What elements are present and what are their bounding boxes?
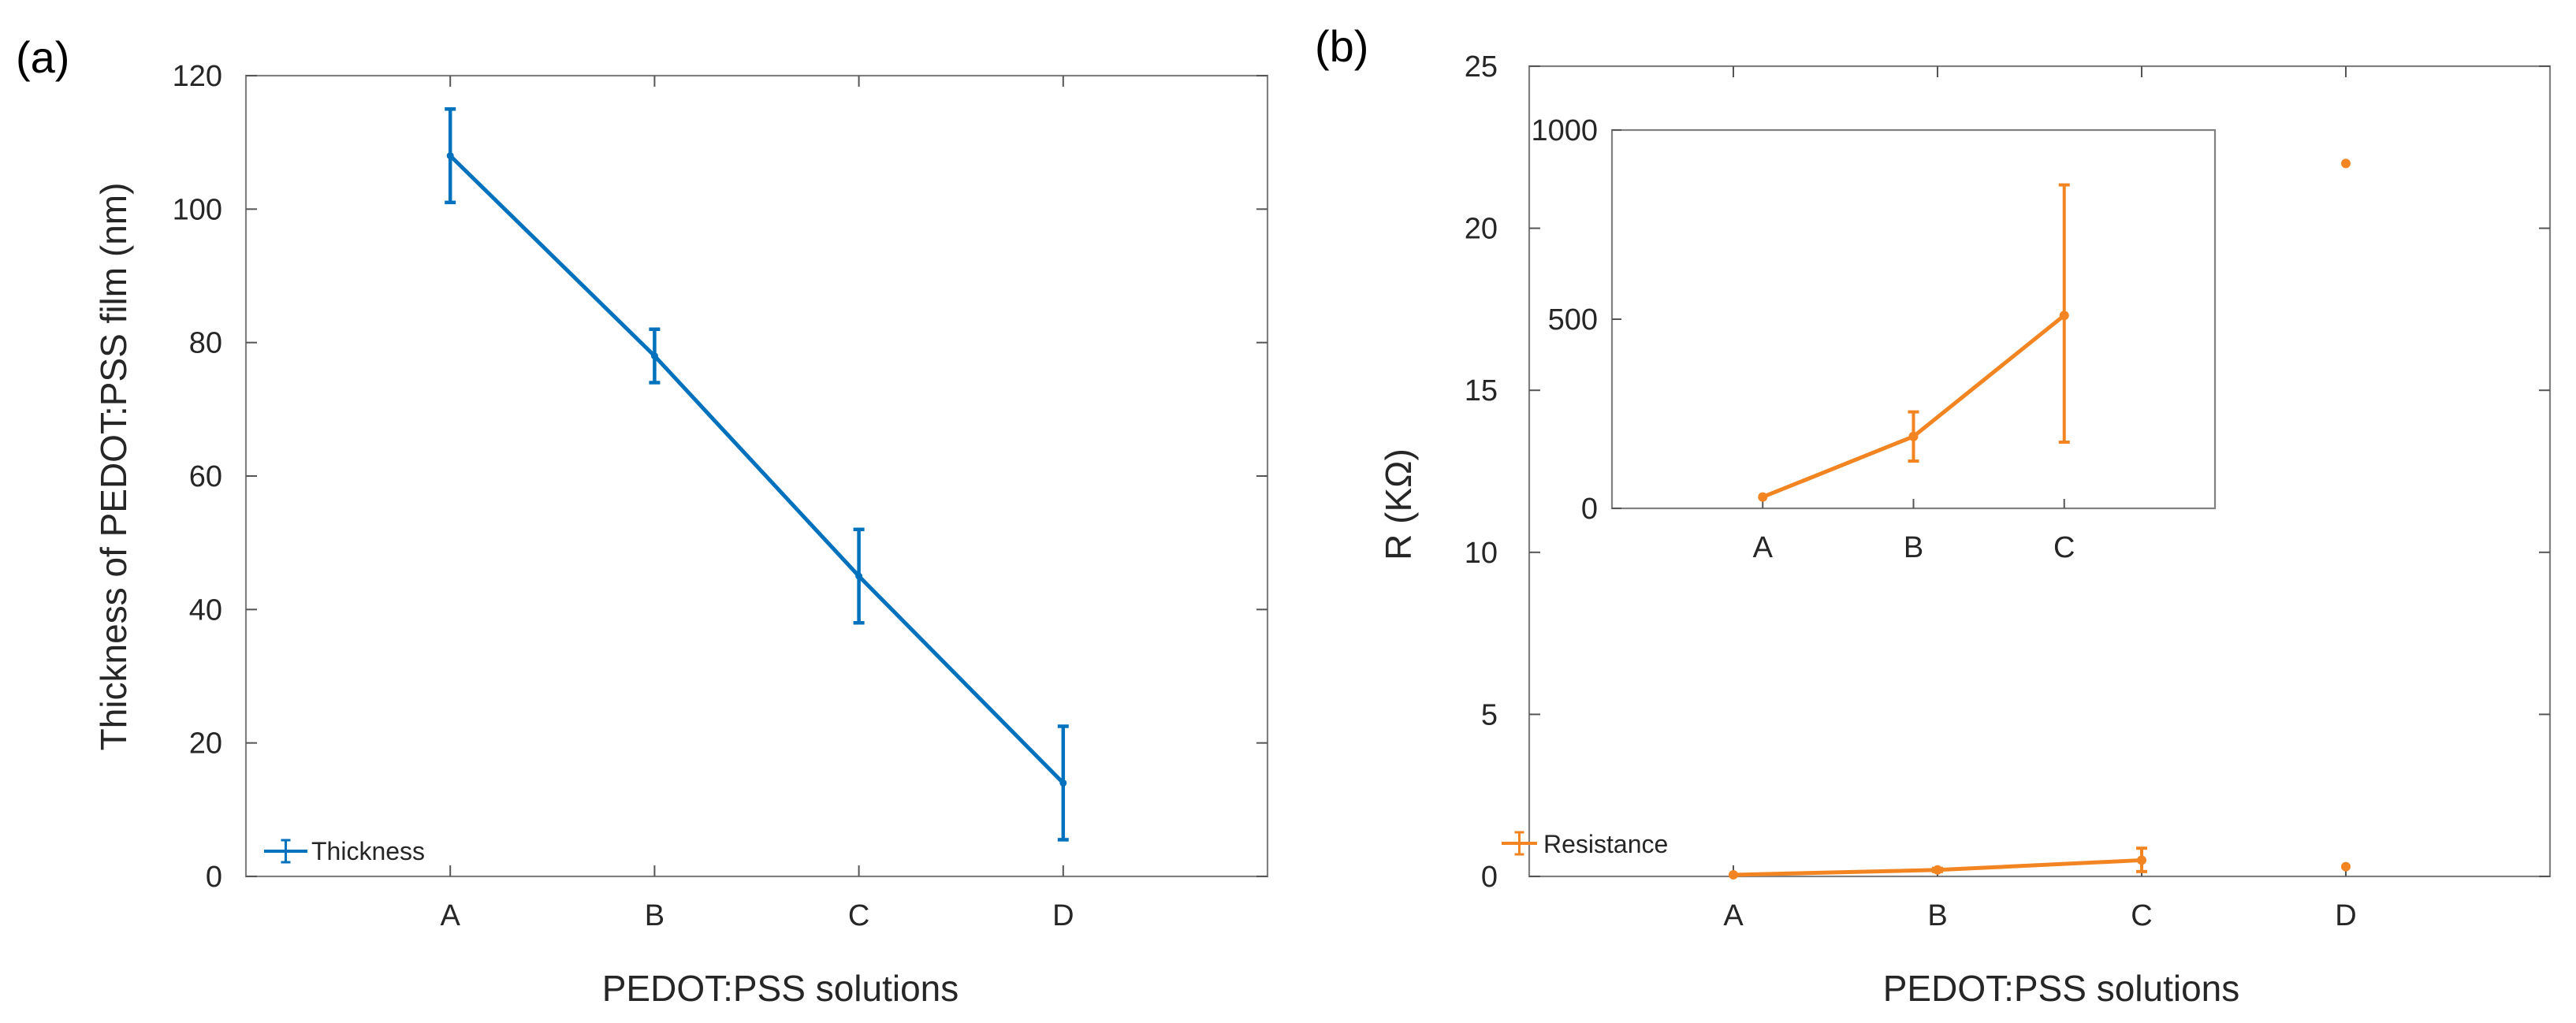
panel-b-y-tick-label: 20 [1465, 213, 1498, 246]
panel-a-label: (a) [16, 32, 69, 82]
panel-b-y-axis-title: R (KΩ) [1378, 448, 1419, 560]
inset-data-point [1758, 492, 1768, 502]
panel-b-x-tick-label: A [1723, 899, 1744, 932]
panel-b-y-tick-label: 25 [1465, 50, 1498, 84]
panel-a-axis-frame [244, 74, 1269, 878]
inset-data-point [2059, 311, 2069, 321]
panel-b-y-tick-label: 5 [1481, 698, 1498, 731]
panel-a-thickness-chart: (a) 0 20 40 60 80 100 120 A B C D PEDOT:PSS soluti… [16, 32, 1269, 1009]
panel-b-label: (b) [1315, 21, 1368, 71]
panel-b-data-point [2341, 158, 2351, 169]
panel-b-y-tick-label: 10 [1465, 537, 1498, 570]
panel-b-y-tick-label: 15 [1465, 374, 1498, 407]
panel-a-x-tick-label: A [441, 899, 461, 932]
panel-b-x-tick-label: B [1927, 899, 1947, 932]
inset-y-tick-label: 500 [1548, 303, 1598, 337]
panel-a-legend-symbol [264, 839, 307, 864]
panel-a-x-tick-label: B [645, 899, 664, 932]
panel-b-data-point [2137, 855, 2146, 865]
panel-b-y-tick-label: 0 [1481, 861, 1498, 894]
panel-a-x-axis-title: PEDOT:PSS solutions [602, 968, 959, 1009]
inset-x-tick-label: B [1904, 531, 1923, 564]
panel-b-resistance-chart: (b) 0 5 10 15 20 25 A B C D PEDOT:PSS solutions R… [1315, 21, 2552, 1009]
panel-a-plot-area: 0 20 40 60 80 100 120 A B C D [173, 60, 1269, 932]
panel-b-inset-chart: 0 500 1000 A B C [1531, 114, 2217, 564]
inset-x-tick-label: C [2053, 531, 2075, 564]
panel-b-x-tick-label: C [2131, 899, 2152, 932]
panel-b-legend-label: Resistance [1543, 830, 1668, 858]
panel-a-data-point [650, 352, 658, 360]
panel-b-legend: Resistance [1502, 830, 1668, 858]
panel-b-legend-symbol [1502, 831, 1537, 856]
panel-a-y-tick-label: 40 [189, 593, 222, 627]
panel-a-series-line [449, 154, 1065, 785]
panel-b-x-tick-label: D [2335, 899, 2356, 932]
panel-b-axis-frame [1528, 65, 2552, 878]
panel-b-plot-area: 0 5 10 15 20 25 A B C D [1465, 50, 2552, 932]
panel-a-y-tick-label: 0 [206, 861, 222, 894]
panel-b-data-point [2341, 861, 2351, 872]
panel-a-x-tick-label: D [1052, 899, 1074, 932]
panel-a-y-tick-label: 120 [173, 60, 222, 93]
panel-a-y-axis-title: Thickness of PEDOT:PSS film (nm) [93, 183, 134, 751]
panel-b-data-point [1933, 865, 1942, 875]
panel-a-y-tick-label: 20 [189, 727, 222, 761]
inset-data-point [1908, 431, 1919, 441]
inset-y-tick-label: 1000 [1531, 114, 1598, 147]
panel-a-data-point [1059, 779, 1067, 787]
panel-a-data-point [855, 572, 863, 580]
panel-a-legend: Thickness [264, 837, 425, 865]
panel-a-y-tick-label: 60 [189, 460, 222, 493]
inset-x-tick-label: A [1753, 531, 1774, 564]
panel-a-data-point [446, 152, 454, 160]
inset-y-tick-label: 0 [1581, 493, 1598, 526]
panel-b-data-point [1729, 869, 1738, 880]
panel-a-y-tick-label: 80 [189, 327, 222, 360]
panel-a-legend-label: Thickness [311, 837, 425, 865]
panel-a-x-tick-label: C [848, 899, 869, 932]
panel-a-y-tick-label: 100 [173, 193, 222, 226]
panel-b-x-axis-title: PEDOT:PSS solutions [1883, 968, 2240, 1009]
